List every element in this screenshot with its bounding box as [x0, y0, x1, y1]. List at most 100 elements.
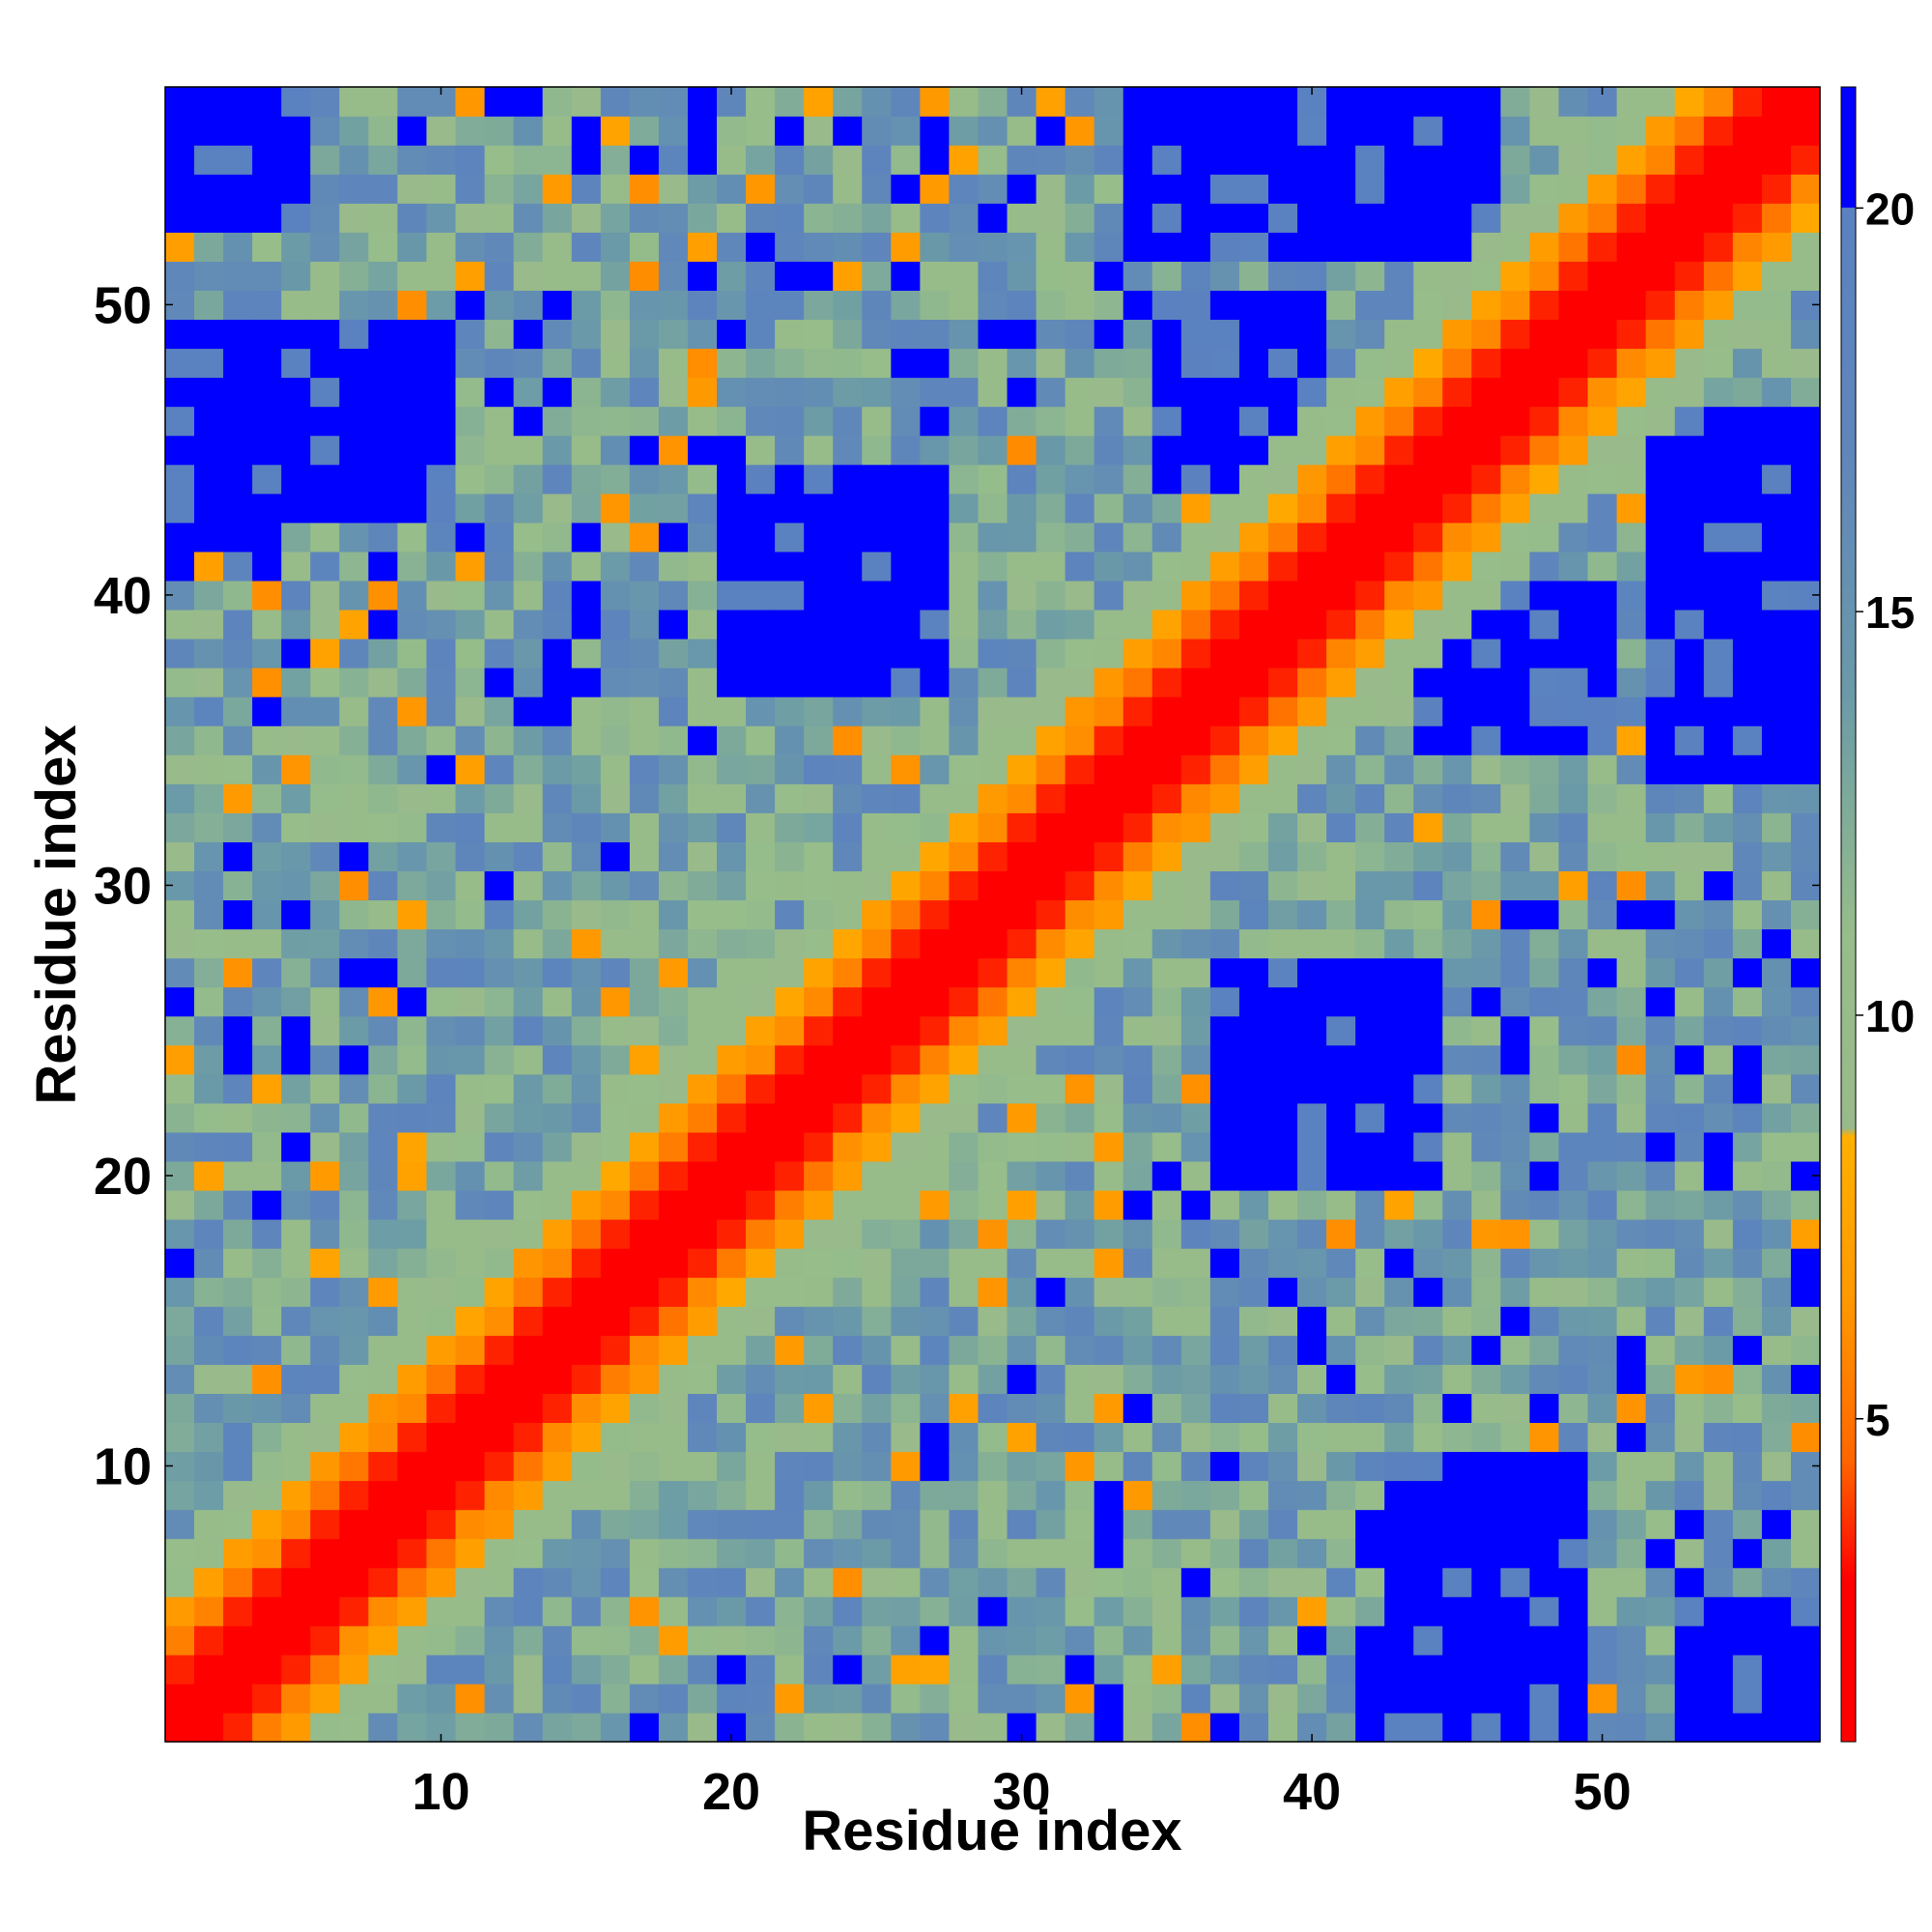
heatmap-cell — [978, 841, 1009, 872]
heatmap-cell — [1790, 348, 1821, 379]
heatmap-cell — [1761, 145, 1792, 175]
heatmap-cell — [920, 870, 951, 901]
heatmap-cell — [717, 696, 747, 726]
heatmap-cell — [1529, 639, 1560, 668]
heatmap-cell — [484, 1422, 515, 1453]
heatmap-cell — [1326, 812, 1356, 842]
heatmap-cell — [1732, 639, 1763, 668]
heatmap-cell — [194, 986, 224, 1017]
heatmap-cell — [862, 1015, 892, 1046]
heatmap-cell — [1209, 870, 1240, 901]
heatmap-cell — [949, 668, 980, 697]
heatmap-cell — [804, 1044, 834, 1075]
heatmap-cell — [1094, 174, 1124, 204]
heatmap-cell — [775, 580, 805, 611]
heatmap-cell — [1268, 1480, 1298, 1511]
heatmap-cell — [1007, 1306, 1037, 1336]
heatmap-cell — [920, 1393, 951, 1424]
heatmap-cell — [775, 668, 805, 697]
heatmap-cell — [1471, 232, 1502, 262]
heatmap-cell — [862, 1131, 892, 1162]
heatmap-cell — [1761, 1451, 1792, 1482]
heatmap-cell — [804, 522, 834, 553]
heatmap-cell — [1151, 870, 1182, 901]
heatmap-cell — [1732, 290, 1763, 321]
heatmap-cell — [1007, 1567, 1037, 1598]
heatmap-cell — [368, 1044, 399, 1075]
heatmap-cell — [368, 1131, 399, 1162]
heatmap-cell — [746, 1277, 776, 1307]
heatmap-cell — [252, 668, 282, 697]
heatmap-cell — [1297, 639, 1327, 668]
heatmap-cell — [223, 232, 253, 262]
heatmap-cell — [1587, 1480, 1618, 1511]
heatmap-cell — [194, 1102, 224, 1133]
heatmap-cell — [1036, 725, 1066, 755]
heatmap-cell — [252, 319, 282, 350]
heatmap-cell — [1442, 1712, 1472, 1743]
heatmap-cell — [1122, 1248, 1153, 1278]
heatmap-cell — [1209, 580, 1240, 611]
heatmap-cell — [1529, 1277, 1560, 1307]
heatmap-cell — [281, 957, 311, 988]
heatmap-cell — [804, 1219, 834, 1249]
heatmap-cell — [223, 1160, 253, 1191]
heatmap-cell — [804, 1625, 834, 1656]
heatmap-cell — [920, 1219, 951, 1249]
heatmap-cell — [484, 1044, 515, 1075]
heatmap-cell — [1094, 319, 1124, 350]
heatmap-cell — [542, 986, 573, 1017]
heatmap-cell — [1703, 1567, 1734, 1598]
heatmap-cell — [775, 406, 805, 437]
heatmap-cell — [1790, 493, 1821, 524]
heatmap-cell — [1674, 1131, 1705, 1162]
heatmap-cell — [1471, 1131, 1502, 1162]
heatmap-cell — [1151, 639, 1182, 668]
heatmap-cell — [804, 639, 834, 668]
heatmap-cell — [746, 986, 776, 1017]
heatmap-cell — [1645, 870, 1676, 901]
heatmap-cell — [223, 1683, 253, 1714]
heatmap-cell — [600, 435, 631, 466]
heatmap-cell — [629, 290, 660, 321]
heatmap-cell — [920, 116, 951, 146]
heatmap-cell — [862, 783, 892, 813]
heatmap-cell — [1587, 464, 1618, 495]
heatmap-cell — [978, 1364, 1009, 1394]
heatmap-cell — [1007, 1190, 1037, 1220]
heatmap-cell — [600, 1654, 631, 1685]
heatmap-cell — [397, 812, 428, 842]
heatmap-cell — [920, 1451, 951, 1482]
heatmap-cell — [1384, 319, 1414, 350]
heatmap-cell — [891, 1277, 921, 1307]
heatmap-cell — [513, 1277, 544, 1307]
heatmap-cell — [833, 1654, 863, 1685]
heatmap-cell — [310, 1538, 340, 1569]
heatmap-cell — [775, 928, 805, 959]
heatmap-cell — [1326, 841, 1356, 872]
heatmap-cell — [1471, 1509, 1502, 1540]
heatmap-cell — [1732, 754, 1763, 784]
heatmap-cell — [1151, 986, 1182, 1017]
heatmap-cell — [1151, 1160, 1182, 1191]
heatmap-cell — [804, 493, 834, 524]
heatmap-cell — [426, 812, 457, 842]
heatmap-cell — [949, 1364, 980, 1394]
heatmap-cell — [804, 1712, 834, 1743]
heatmap-cell — [658, 754, 689, 784]
heatmap-cell — [658, 1422, 689, 1453]
heatmap-cell — [1007, 580, 1037, 611]
heatmap-cell — [717, 1422, 747, 1453]
heatmap-cell — [1790, 1683, 1821, 1714]
heatmap-cell — [1268, 1509, 1298, 1540]
heatmap-cell — [687, 725, 718, 755]
heatmap-cell — [281, 609, 311, 639]
heatmap-cell — [339, 1422, 369, 1453]
heatmap-cell — [1180, 609, 1211, 639]
heatmap-cell — [1500, 1364, 1531, 1394]
heatmap-cell — [455, 174, 486, 204]
heatmap-cell — [1645, 696, 1676, 726]
heatmap-cell — [1094, 1306, 1124, 1336]
heatmap-cell — [1529, 783, 1560, 813]
heatmap-cell — [484, 232, 515, 262]
